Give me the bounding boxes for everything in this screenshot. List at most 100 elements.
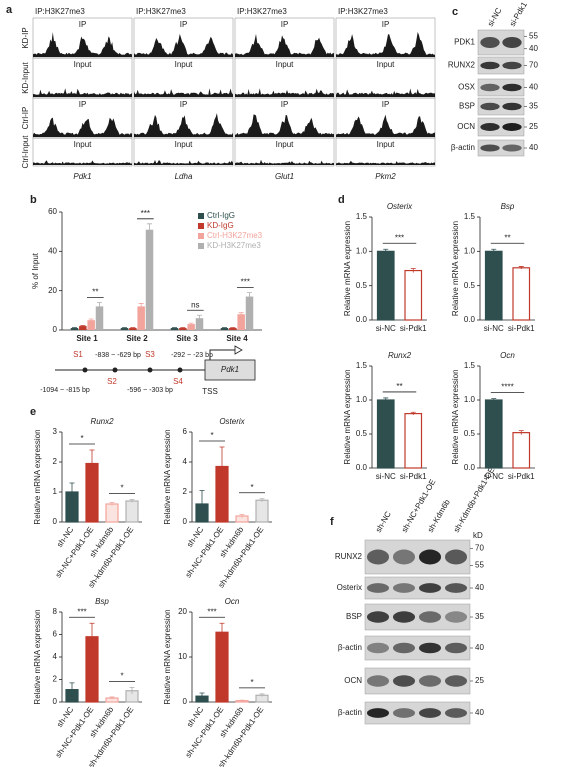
error-bar xyxy=(138,303,144,310)
range-label: -838 ~ -629 bp xyxy=(95,352,141,359)
x-tick-label: si-Pdk1 xyxy=(508,324,535,333)
track-signal xyxy=(336,114,435,137)
blot-band xyxy=(480,144,500,152)
error-bar xyxy=(180,327,186,329)
y-tick-label: 1.0 xyxy=(356,395,368,404)
x-tick-label: Site 2 xyxy=(126,334,148,343)
y-tick-label: 0.0 xyxy=(464,315,476,324)
y-tick-label: 6 xyxy=(183,427,188,436)
track-row-label: KD-Input xyxy=(21,61,30,93)
blot-band xyxy=(392,549,416,565)
error-bar xyxy=(239,514,245,518)
marker-label: 25 xyxy=(475,676,484,685)
sig-label: * xyxy=(210,431,213,440)
y-axis-label: Relative mRNA expression xyxy=(33,429,42,524)
sig-label: ** xyxy=(504,233,510,242)
bar xyxy=(512,432,531,469)
error-bar xyxy=(97,302,102,311)
track-signal xyxy=(134,33,233,57)
error-bar xyxy=(518,430,524,435)
bar xyxy=(120,328,129,330)
chart-title: Bsp xyxy=(501,202,515,211)
blot-band xyxy=(418,708,442,718)
y-tick-label: 0 xyxy=(183,697,188,706)
blot-band xyxy=(418,549,442,565)
legend-swatch xyxy=(198,223,204,229)
sig-label: *** xyxy=(241,278,250,287)
y-tick-label: 0.0 xyxy=(356,315,368,324)
band-name: PDK1 xyxy=(454,38,475,47)
error-bar xyxy=(69,482,75,501)
y-axis-label: Relative mRNA expression xyxy=(343,221,352,316)
error-bar xyxy=(197,314,202,322)
blot-band xyxy=(418,611,442,623)
y-tick-label: 0.5 xyxy=(464,429,476,438)
blot-band xyxy=(444,549,468,565)
gene-name: Pdk1 xyxy=(73,172,91,181)
error-bar xyxy=(491,248,497,254)
band-name: RUNX2 xyxy=(448,61,476,70)
track-signal xyxy=(235,114,334,137)
blot-band xyxy=(480,102,500,111)
gene-name: Ldha xyxy=(175,172,193,181)
y-axis-label: Relative mRNA expression xyxy=(163,609,172,704)
error-bar xyxy=(69,682,75,697)
site-label: S1 xyxy=(73,350,83,359)
x-tick-label: Site 1 xyxy=(76,334,98,343)
y-tick-label: 10 xyxy=(178,652,187,661)
blot-band xyxy=(392,583,416,593)
blot-band xyxy=(502,102,522,111)
gene-name: Pkm2 xyxy=(375,172,396,181)
y-tick-label: 2 xyxy=(53,457,58,466)
legend-label: Ctrl-H3K27me3 xyxy=(207,231,263,240)
band-name: BSP xyxy=(459,102,475,111)
y-tick-label: 1.5 xyxy=(356,212,368,221)
sig-label: *** xyxy=(207,607,216,616)
error-bar xyxy=(230,327,236,329)
marker-label: 40 xyxy=(475,708,484,717)
marker-label: 40 xyxy=(529,143,538,152)
track-tag: IP xyxy=(79,20,87,29)
track-signal xyxy=(134,88,233,97)
bar xyxy=(484,399,503,469)
bar xyxy=(404,269,423,321)
panel-label: c xyxy=(452,6,458,18)
y-axis-label: Relative mRNA expression xyxy=(33,609,42,704)
track-header: IP:H3K27me3 xyxy=(35,7,85,16)
error-bar xyxy=(80,325,86,327)
track-tag: Input xyxy=(377,60,396,69)
gene-label: Pdk1 xyxy=(221,365,239,374)
error-bar xyxy=(219,446,225,486)
blot-band xyxy=(502,123,522,131)
x-tick-label: si-NC xyxy=(376,324,396,333)
panel-label: b xyxy=(30,194,37,206)
track-tag: IP xyxy=(180,20,188,29)
blot-band xyxy=(366,642,390,654)
y-axis-label: % of Input xyxy=(31,252,40,289)
error-bar xyxy=(72,327,77,329)
site-dot xyxy=(82,367,88,373)
bar xyxy=(125,500,139,523)
bar xyxy=(145,229,154,330)
y-tick-label: 1 xyxy=(53,487,58,496)
track-signal xyxy=(235,159,334,165)
chart-title: Ocn xyxy=(225,597,240,606)
track-tag: Input xyxy=(276,140,295,149)
blot-band xyxy=(366,583,390,593)
bar xyxy=(484,250,503,321)
band-name: BSP xyxy=(346,612,362,621)
tss-head xyxy=(234,345,243,355)
y-tick-label: 0.5 xyxy=(356,281,368,290)
track-tag: Input xyxy=(74,140,93,149)
track-tag: Input xyxy=(175,140,194,149)
error-bar xyxy=(219,622,225,642)
y-tick-label: 0.0 xyxy=(356,463,368,472)
track-signal xyxy=(336,160,435,165)
y-tick-label: 4 xyxy=(183,457,188,466)
y-tick-label: 1.5 xyxy=(356,361,368,370)
gene-name: Glut1 xyxy=(275,172,294,181)
legend-swatch xyxy=(198,243,204,249)
blot-band xyxy=(392,675,416,687)
